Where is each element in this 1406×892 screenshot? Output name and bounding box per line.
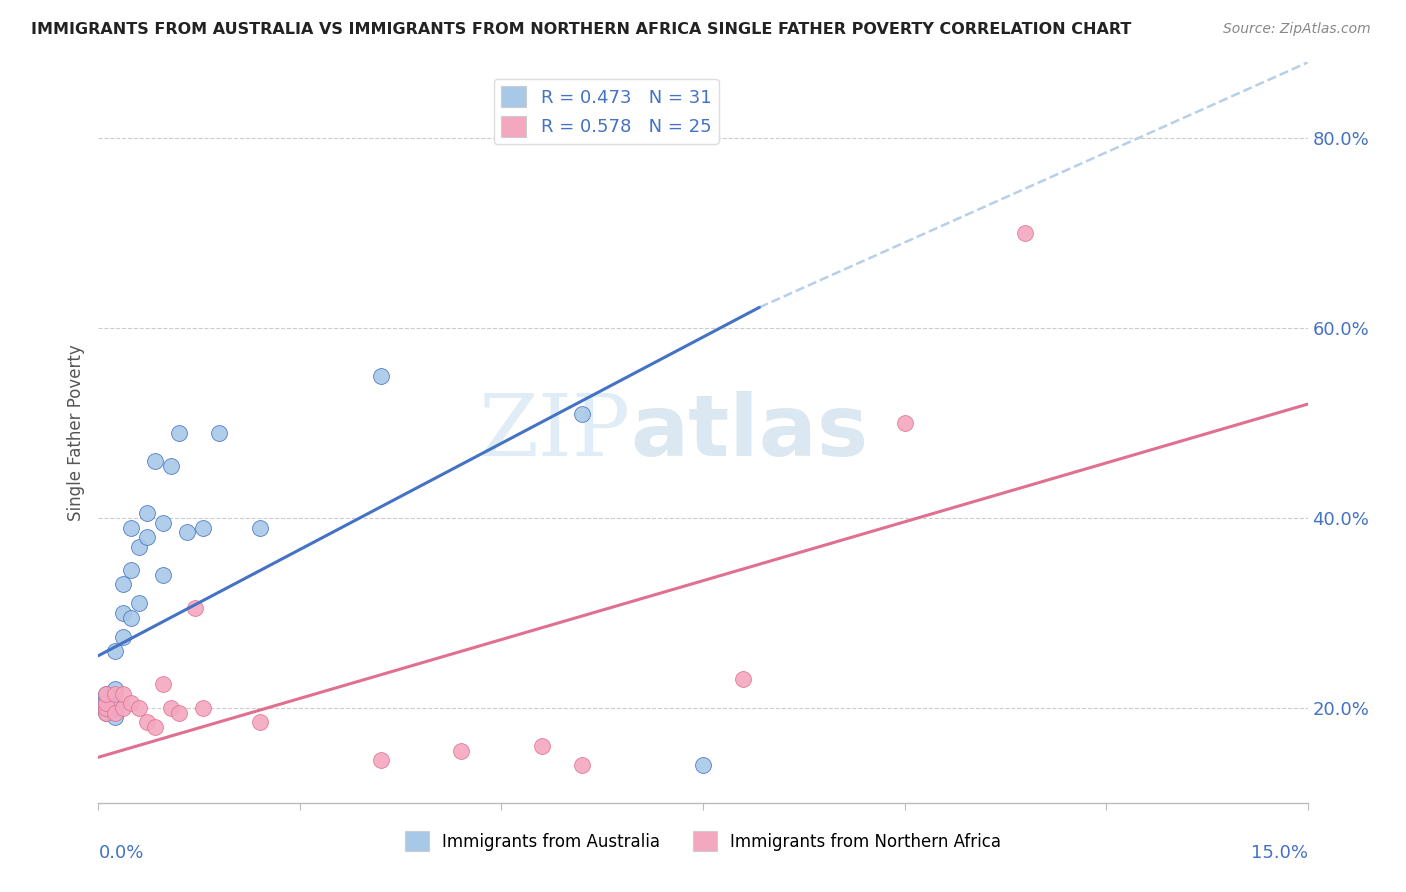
Point (128, 701, 150, 715)
Point (103, 644, 125, 658)
Point (143, 454, 166, 468)
Point (103, 710, 125, 724)
Point (176, 525, 198, 540)
Point (96, 696, 118, 710)
Point (530, 739, 553, 753)
Point (193, 701, 215, 715)
Point (571, 757, 593, 772)
Point (111, 630, 134, 644)
Point (692, 757, 714, 772)
Point (249, 715, 271, 730)
Point (103, 687, 125, 701)
Text: 0.0%: 0.0% (98, 844, 143, 862)
Point (167, 706, 190, 720)
Y-axis label: Single Father Poverty: Single Father Poverty (66, 344, 84, 521)
Point (571, 407, 593, 421)
Point (135, 715, 157, 730)
Point (450, 743, 472, 757)
Point (249, 520, 271, 534)
Point (96, 687, 118, 701)
Point (120, 520, 142, 534)
Point (103, 701, 125, 715)
Point (167, 425, 190, 440)
Point (111, 577, 134, 591)
Text: atlas: atlas (630, 391, 869, 475)
Point (128, 597, 150, 611)
Point (152, 568, 174, 582)
Text: 15.0%: 15.0% (1250, 844, 1308, 862)
Point (111, 701, 134, 715)
Text: IMMIGRANTS FROM AUSTRALIA VS IMMIGRANTS FROM NORTHERN AFRICA SINGLE FATHER POVER: IMMIGRANTS FROM AUSTRALIA VS IMMIGRANTS … (31, 22, 1132, 37)
Point (160, 701, 183, 715)
Point (120, 696, 142, 710)
Text: Source: ZipAtlas.com: Source: ZipAtlas.com (1223, 22, 1371, 37)
Point (193, 520, 215, 534)
Point (152, 677, 174, 691)
Point (96, 687, 118, 701)
Point (96, 696, 118, 710)
Point (135, 530, 157, 544)
Point (152, 516, 174, 530)
Point (893, 416, 915, 430)
Point (96, 706, 118, 720)
Point (96, 701, 118, 715)
Point (143, 720, 166, 734)
Point (103, 706, 125, 720)
Point (184, 601, 207, 615)
Text: ZIP: ZIP (478, 391, 630, 475)
Point (370, 753, 392, 767)
Point (128, 540, 150, 554)
Point (120, 611, 142, 625)
Point (120, 563, 142, 577)
Point (103, 681, 125, 696)
Point (111, 687, 134, 701)
Point (208, 425, 231, 440)
Point (370, 368, 392, 383)
Point (733, 673, 755, 687)
Point (1014, 227, 1036, 241)
Point (96, 691, 118, 706)
Point (96, 706, 118, 720)
Point (111, 606, 134, 620)
Point (96, 701, 118, 715)
Point (160, 458, 183, 473)
Point (135, 506, 157, 520)
Legend: Immigrants from Australia, Immigrants from Northern Africa: Immigrants from Australia, Immigrants fr… (398, 825, 1008, 857)
